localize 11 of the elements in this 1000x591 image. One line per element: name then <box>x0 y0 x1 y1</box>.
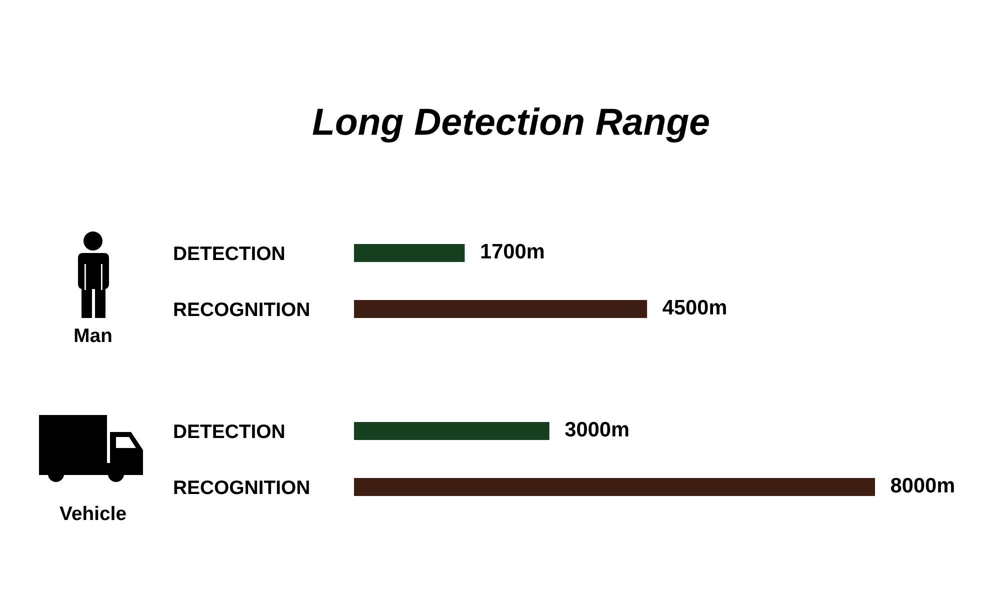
data-label: 1700m <box>481 244 544 259</box>
data-label: 3000m <box>565 422 628 437</box>
y-axis-title: Man <box>74 328 112 342</box>
y-tick-label: DETECTION <box>174 424 284 438</box>
y-tick-label: DETECTION <box>174 246 284 260</box>
y-tick-label: RECOGNITION <box>174 480 309 494</box>
chart-title: Long Detection Range <box>312 108 709 142</box>
data-label: 8000m <box>890 478 954 493</box>
data-label: 4500m <box>662 300 726 315</box>
y-axis-title: Vehicle <box>60 506 126 520</box>
y-tick-label: RECOGNITION <box>174 302 309 316</box>
